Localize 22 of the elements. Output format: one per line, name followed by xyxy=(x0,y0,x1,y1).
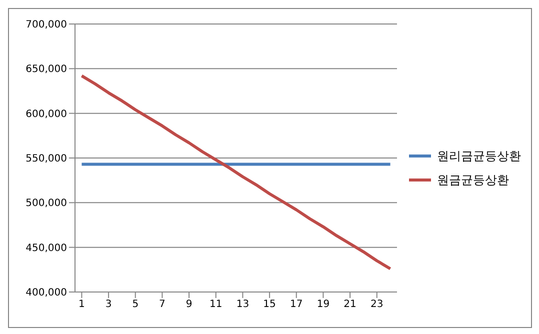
x-tick-label: 7 xyxy=(159,299,166,310)
y-tick-label: 600,000 xyxy=(26,108,67,120)
y-tick-label: 400,000 xyxy=(26,288,67,299)
legend-label: 원금균등상환 xyxy=(437,172,509,189)
line-series xyxy=(80,74,392,270)
y-tick-label: 700,000 xyxy=(26,20,67,31)
legend-label: 원리금균등상환 xyxy=(437,148,521,165)
x-tick-label: 19 xyxy=(316,299,330,310)
x-tick-label: 13 xyxy=(236,299,250,310)
x-tick-label: 23 xyxy=(370,299,384,310)
x-tick-label: 17 xyxy=(290,299,303,310)
x-tick-label: 3 xyxy=(105,299,112,310)
x-tick-label: 1 xyxy=(78,299,85,310)
x-tick-label: 15 xyxy=(263,299,276,310)
y-tick-label: 650,000 xyxy=(26,64,67,76)
y-tick-label: 450,000 xyxy=(26,242,67,254)
y-tick-label: 550,000 xyxy=(26,154,67,165)
y-tick-label: 500,000 xyxy=(26,198,67,210)
x-tick-label: 11 xyxy=(210,299,222,310)
x-tick-label: 5 xyxy=(132,299,139,310)
x-tick-label: 21 xyxy=(344,299,356,310)
x-tick-label: 9 xyxy=(186,299,192,310)
